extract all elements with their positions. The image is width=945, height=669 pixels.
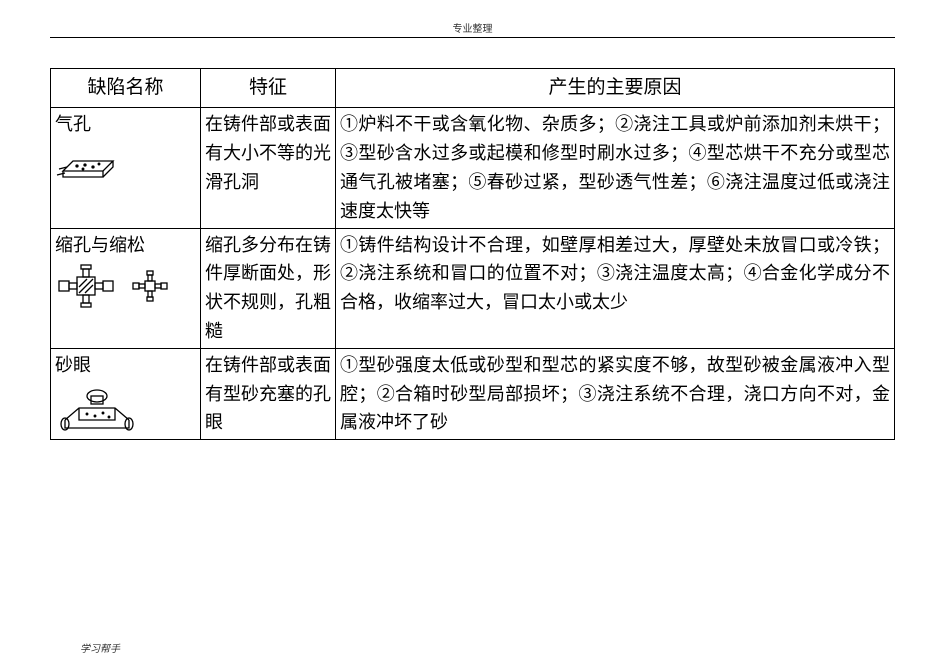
defect-cause-cell: ①型砂强度太低或砂型和型芯的紧实度不够，故型砂被金属液冲入型腔；②合箱时砂型局部… (336, 348, 895, 439)
table-header-row: 缺陷名称 特征 产生的主要原因 (51, 69, 895, 108)
defect-cause-cell: ①铸件结构设计不合理，如壁厚相差过大，厚壁处未放冒口或冷铁；②浇注系统和冒口的位… (336, 228, 895, 348)
porosity-icon (55, 143, 196, 183)
table-row: 砂眼 (51, 348, 895, 439)
shrinkage-icon (55, 263, 196, 308)
defect-feature-cell: 在铸件部或表面有大小不等的光滑孔洞 (201, 108, 336, 228)
page-footer-text: 学习帮手 (80, 640, 120, 655)
page-header-rule (50, 37, 895, 38)
defect-cause-cell: ①炉料不干或含氧化物、杂质多；②浇注工具或炉前添加剂未烘干；③型砂含水过多或起模… (336, 108, 895, 228)
header-col-cause: 产生的主要原因 (336, 69, 895, 108)
table-row: 缩孔与缩松 (51, 228, 895, 348)
defect-table: 缺陷名称 特征 产生的主要原因 气孔 (50, 68, 895, 440)
sandhole-icon (55, 384, 196, 434)
defect-name-cell: 气孔 (51, 108, 201, 228)
page-header-text: 专业整理 (50, 20, 895, 35)
header-col-name: 缺陷名称 (51, 69, 201, 108)
defect-feature-cell: 在铸件部或表面有型砂充塞的孔眼 (201, 348, 336, 439)
defect-feature-cell: 缩孔多分布在铸件厚断面处，形状不规则，孔粗糙 (201, 228, 336, 348)
defect-name-cell: 砂眼 (51, 348, 201, 439)
defect-name-cell: 缩孔与缩松 (51, 228, 201, 348)
defect-title: 缩孔与缩松 (55, 231, 196, 260)
header-col-feature: 特征 (201, 69, 336, 108)
defect-title: 砂眼 (55, 351, 196, 380)
table-row: 气孔 在铸件部或表面有大小不等的光滑孔洞 (51, 108, 895, 228)
defect-title: 气孔 (55, 110, 196, 139)
